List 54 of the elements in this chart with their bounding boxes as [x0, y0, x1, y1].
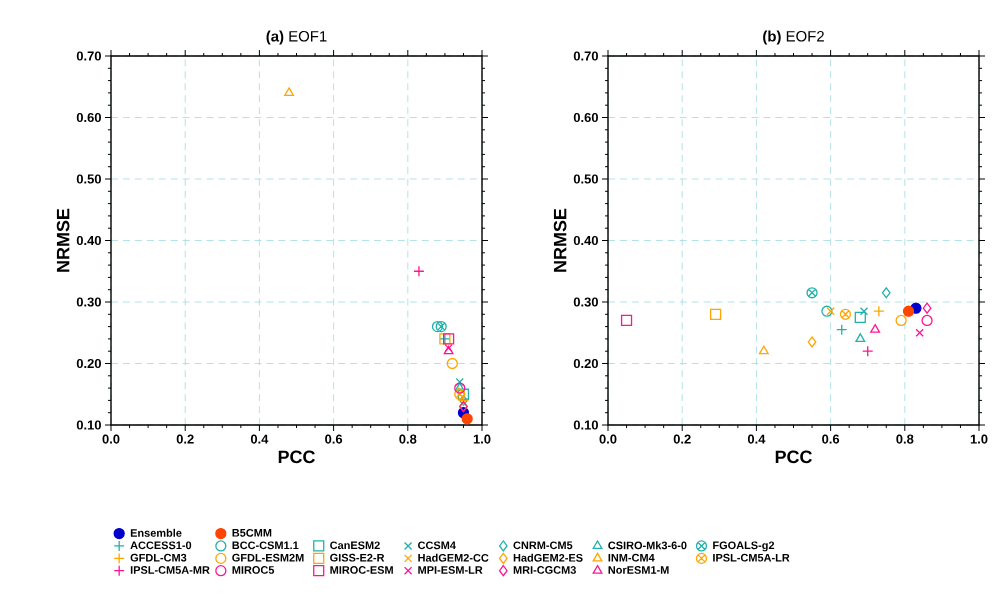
legend-label: MPI-ESM-LR	[418, 566, 483, 574]
legend-label: NorESM1-M	[608, 566, 669, 574]
legend-label: CNRM-CM5	[513, 541, 573, 550]
y-tick-label: 0.20	[573, 358, 598, 369]
legend-label: HadGEM2-ES	[513, 553, 583, 562]
x-tick-label: 1.0	[970, 434, 988, 444]
x-tick-label: 0.8	[399, 434, 417, 444]
x-tick-label: 0.8	[896, 434, 914, 444]
legend-label: FGOALS-g2	[713, 541, 775, 552]
x-tick-label: 0.0	[102, 434, 120, 444]
legend-label: BCC-CSM1.1	[232, 541, 299, 550]
chart-title: (a) EOF1	[266, 30, 327, 45]
legend-label: MIROC-ESM	[330, 566, 393, 574]
x-tick-label: 0.2	[673, 434, 691, 444]
legend-label: CanESM2	[330, 541, 380, 550]
y-tick-label: 0.30	[573, 297, 598, 307]
x-tick-label: 1.0	[473, 434, 491, 444]
y-tick-label: 0.40	[76, 235, 101, 246]
x-axis-title: PCC	[775, 450, 812, 464]
y-tick-label: 0.20	[76, 358, 101, 369]
legend-label: CSIRO-Mk3-6-0	[608, 541, 687, 550]
x-tick-label: 0.2	[176, 434, 194, 444]
y-tick-label: 0.30	[76, 297, 101, 307]
y-tick-label: 0.10	[573, 420, 598, 430]
y-tick-label: 0.50	[573, 174, 598, 184]
legend-label: Ensemble	[130, 528, 182, 537]
y-tick-label: 0.60	[573, 112, 598, 123]
x-tick-label: 0.4	[250, 434, 269, 444]
chart-title: (b) EOF2	[763, 30, 824, 45]
x-tick-label: 0.4	[747, 434, 766, 444]
y-axis-title: NRMSE	[553, 208, 567, 272]
legend-label: GFDL-CM3	[130, 553, 187, 562]
x-tick-label: 0.0	[599, 434, 617, 444]
x-axis-title: PCC	[278, 450, 315, 464]
legend-label: GISS-E2-R	[330, 553, 385, 562]
y-tick-label: 0.10	[76, 420, 101, 430]
legend-label: CCSM4	[418, 541, 456, 550]
y-tick-label: 0.50	[76, 174, 101, 184]
x-tick-label: 0.6	[325, 434, 343, 444]
legend-label: MIROC5	[232, 566, 275, 574]
legend-label: IPSL-CM5A-LR	[713, 553, 790, 562]
legend-label: MRI-CGCM3	[513, 566, 576, 574]
y-tick-label: 0.40	[573, 235, 598, 246]
legend-label: B5CMM	[232, 528, 272, 537]
y-tick-label: 0.70	[76, 51, 101, 61]
legend-label: IPSL-CM5A-MR	[130, 566, 210, 574]
y-axis-title: NRMSE	[56, 208, 70, 272]
y-tick-label: 0.60	[76, 112, 101, 123]
y-tick-label: 0.70	[573, 51, 598, 61]
legend-label: HadGEM2-CC	[418, 553, 489, 562]
x-tick-label: 0.6	[822, 434, 840, 444]
legend-label: GFDL-ESM2M	[232, 553, 304, 562]
legend-label: INM-CM4	[608, 553, 655, 562]
legend-label: ACCESS1-0	[130, 541, 192, 550]
